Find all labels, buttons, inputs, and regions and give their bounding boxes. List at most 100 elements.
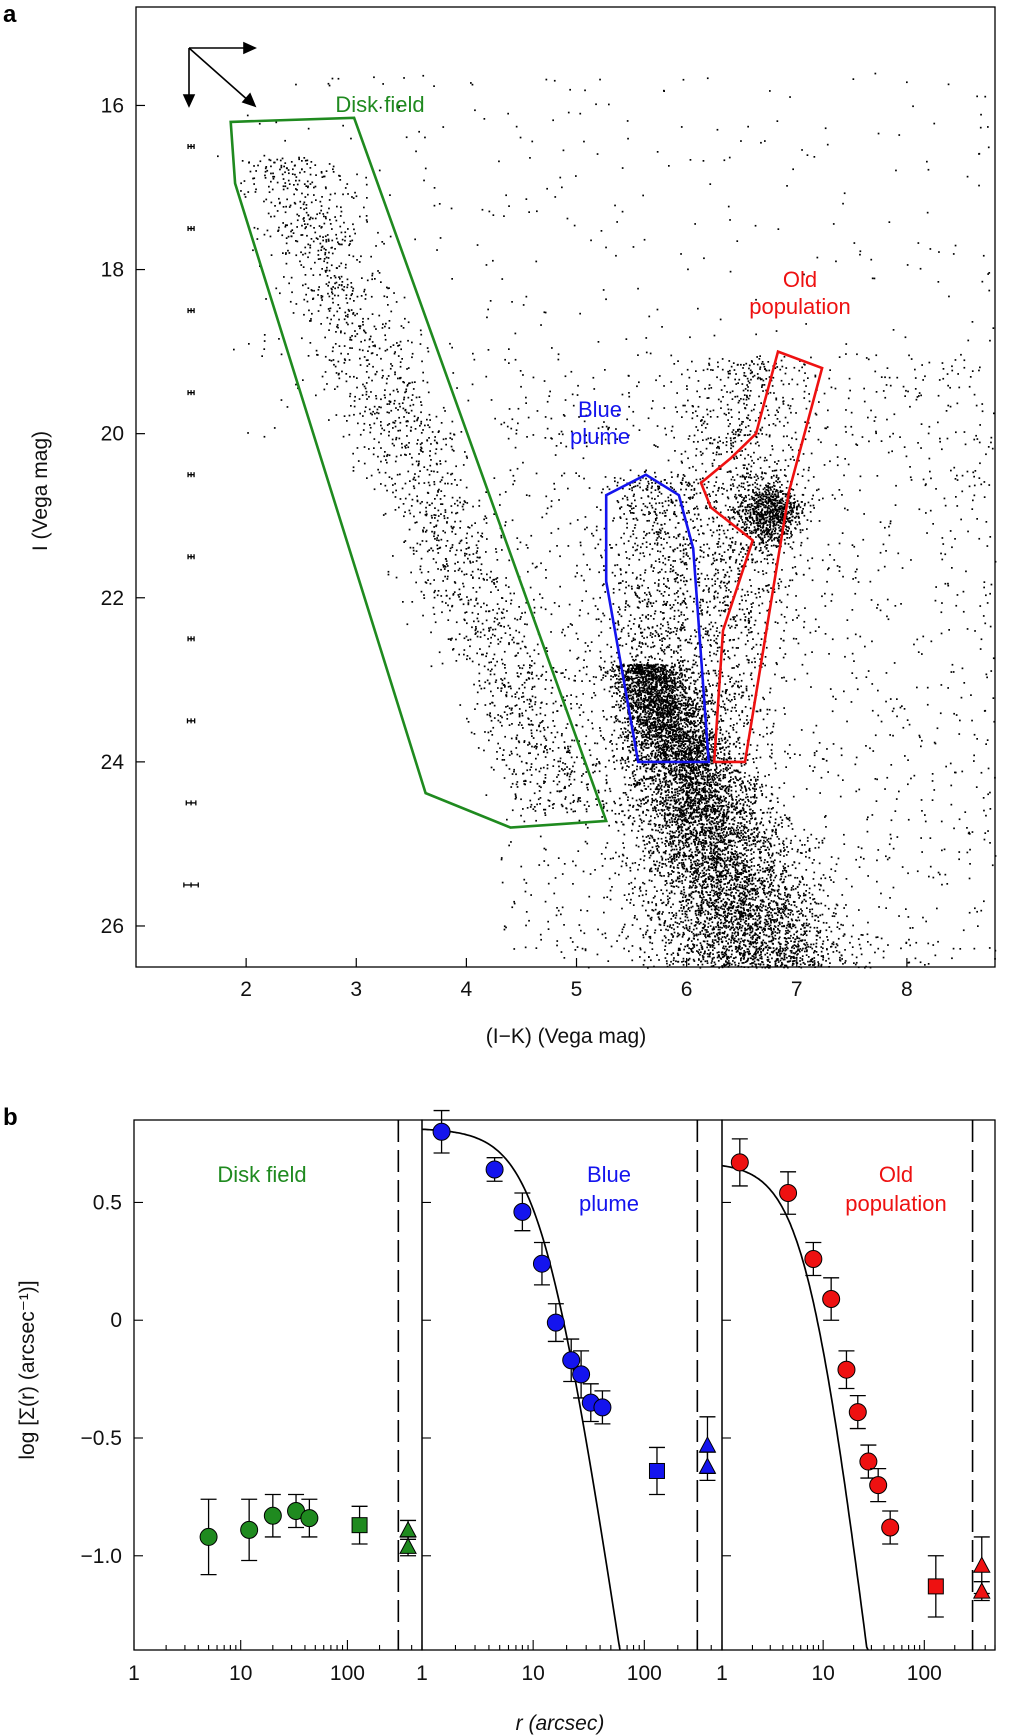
star-point	[654, 689, 657, 692]
star-point	[801, 959, 804, 961]
star-point	[713, 902, 716, 905]
star-point	[660, 748, 662, 750]
star-point	[813, 960, 816, 962]
star-point	[713, 956, 715, 959]
star-point	[767, 807, 770, 810]
star-point	[691, 786, 693, 789]
star-point	[606, 809, 609, 812]
star-point	[627, 695, 630, 698]
star-point	[696, 806, 698, 809]
star-point	[740, 886, 742, 889]
star-point	[640, 698, 642, 701]
star-point	[703, 809, 705, 812]
star-point	[677, 728, 680, 731]
star-point	[782, 870, 784, 872]
star-point	[776, 919, 778, 922]
star-point	[705, 800, 708, 803]
star-point	[690, 792, 693, 795]
star-point	[671, 695, 674, 698]
star-point	[694, 882, 696, 884]
star-point	[718, 913, 720, 916]
star-point	[877, 947, 880, 950]
star-point	[679, 707, 681, 709]
star-point	[777, 954, 779, 957]
star-point	[736, 902, 739, 904]
star-point	[707, 876, 710, 879]
star-point	[717, 901, 720, 904]
star-point	[648, 684, 651, 686]
star-point	[693, 811, 696, 814]
star-point	[813, 962, 816, 964]
star-point	[704, 879, 706, 881]
star-point	[639, 858, 642, 861]
star-point	[656, 954, 658, 956]
star-point	[745, 762, 747, 765]
star-point	[700, 909, 702, 912]
star-point	[621, 853, 624, 856]
star-point	[666, 696, 669, 699]
star-point	[709, 732, 712, 735]
star-point	[664, 851, 667, 853]
star-point	[751, 889, 754, 892]
star-point	[740, 959, 742, 962]
star-point	[724, 762, 727, 765]
star-point	[771, 830, 774, 833]
star-point	[647, 746, 650, 749]
star-point	[717, 895, 719, 898]
star-point	[769, 866, 772, 869]
star-point	[688, 801, 690, 804]
star-point	[692, 831, 695, 834]
star-point	[623, 833, 626, 836]
star-point	[725, 766, 727, 769]
star-point	[667, 809, 670, 812]
star-point	[722, 786, 724, 789]
star-point	[682, 854, 684, 857]
star-point	[681, 880, 683, 882]
star-point	[608, 877, 611, 880]
star-point	[698, 952, 700, 955]
star-point	[814, 847, 817, 849]
star-point	[647, 715, 650, 718]
star-point	[695, 794, 697, 797]
star-point	[681, 837, 684, 839]
star-point	[733, 937, 736, 940]
star-point	[718, 875, 721, 878]
star-point	[720, 829, 723, 832]
star-point	[665, 941, 667, 944]
star-point	[626, 765, 628, 767]
star-point	[628, 676, 630, 679]
star-point	[834, 946, 837, 949]
star-point	[654, 775, 656, 778]
star-point	[790, 957, 792, 959]
star-point	[745, 898, 748, 900]
star-point	[630, 898, 632, 901]
star-point	[724, 919, 727, 922]
star-point	[689, 814, 692, 817]
star-point	[638, 779, 641, 782]
star-point	[755, 897, 757, 899]
star-point	[745, 826, 748, 829]
star-point	[668, 680, 671, 683]
star-point	[716, 794, 719, 797]
star-point	[701, 929, 703, 932]
star-point	[695, 927, 698, 930]
star-point	[727, 851, 730, 853]
star-point	[718, 848, 721, 851]
star-point	[730, 902, 732, 905]
star-point	[679, 776, 682, 778]
star-point	[670, 906, 672, 908]
star-point	[813, 950, 816, 953]
star-point	[674, 774, 676, 776]
star-point	[696, 729, 698, 732]
star-point	[711, 946, 714, 948]
star-point	[686, 724, 689, 726]
star-point	[666, 664, 669, 667]
star-point	[730, 776, 732, 778]
star-point	[710, 781, 712, 784]
star-point	[723, 910, 725, 913]
star-point	[731, 851, 733, 854]
star-point	[661, 673, 664, 675]
star-point	[688, 754, 690, 757]
star-point	[659, 751, 661, 753]
star-point	[817, 964, 820, 967]
